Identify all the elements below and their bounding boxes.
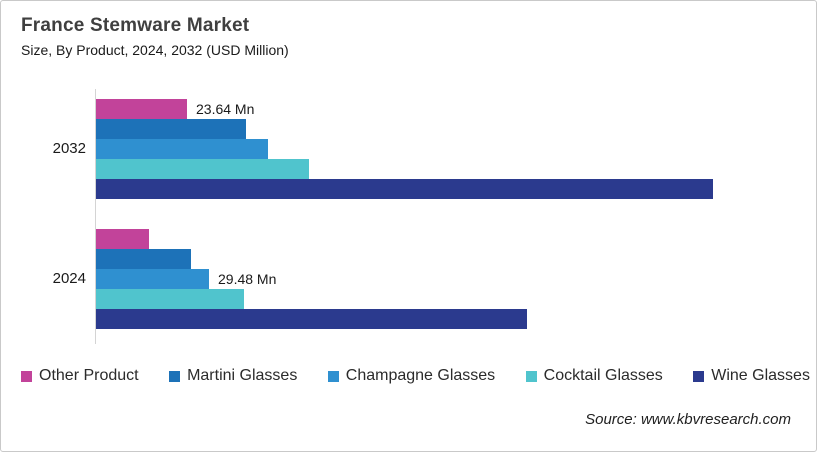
bar-2024-other-product[interactable] — [96, 229, 149, 249]
bar-2024-martini-glasses[interactable] — [96, 249, 191, 269]
legend-item-cocktail-glasses[interactable]: Cocktail Glasses — [525, 367, 663, 385]
legend-swatch-icon — [693, 370, 705, 382]
data-label-2024-champagne-glasses: 29.48 Mn — [218, 271, 277, 287]
plot-area: 2032 23.64 Mn 2024 29.48 Mn — [1, 89, 816, 344]
bar-2032-cocktail-glasses[interactable] — [96, 159, 309, 179]
legend-swatch-icon — [525, 370, 537, 382]
legend-label: Wine Glasses — [711, 367, 810, 384]
legend: Other Product Martini Glasses Champagne Gl… — [1, 367, 816, 385]
bar-2032-other-product[interactable] — [96, 99, 187, 119]
legend-label: Champagne Glasses — [345, 367, 496, 384]
bar-2032-champagne-glasses[interactable] — [96, 139, 268, 159]
legend-label: Martini Glasses — [187, 367, 298, 384]
bar-group-2024: 2024 29.48 Mn — [1, 229, 816, 329]
source-credit: Source: www.kbvresearch.com — [585, 411, 791, 428]
bar-2032-martini-glasses[interactable] — [96, 119, 246, 139]
legend-item-other-product[interactable]: Other Product — [21, 367, 139, 385]
data-label-2032-other-product: 23.64 Mn — [196, 101, 255, 117]
category-label-2024: 2024 — [52, 270, 86, 287]
bar-2024-cocktail-glasses[interactable] — [96, 289, 244, 309]
legend-swatch-icon — [169, 370, 181, 382]
legend-label: Cocktail Glasses — [543, 367, 663, 384]
y-axis-line — [95, 89, 96, 344]
legend-item-wine-glasses[interactable]: Wine Glasses — [693, 367, 810, 385]
category-label-2032: 2032 — [52, 140, 86, 157]
legend-swatch-icon — [327, 370, 339, 382]
bar-group-2032: 2032 23.64 Mn — [1, 99, 816, 199]
chart-title: France Stemware Market — [21, 15, 250, 36]
legend-item-champagne-glasses[interactable]: Champagne Glasses — [327, 367, 496, 385]
chart-subtitle: Size, By Product, 2024, 2032 (USD Millio… — [21, 42, 289, 58]
bar-2024-champagne-glasses[interactable] — [96, 269, 209, 289]
legend-swatch-icon — [21, 370, 32, 382]
legend-label: Other Product — [39, 367, 139, 384]
chart-header: France Stemware Market Size, By Product,… — [21, 15, 289, 58]
legend-item-martini-glasses[interactable]: Martini Glasses — [169, 367, 297, 385]
bar-2032-wine-glasses[interactable] — [96, 179, 713, 199]
bar-2024-wine-glasses[interactable] — [96, 309, 527, 329]
